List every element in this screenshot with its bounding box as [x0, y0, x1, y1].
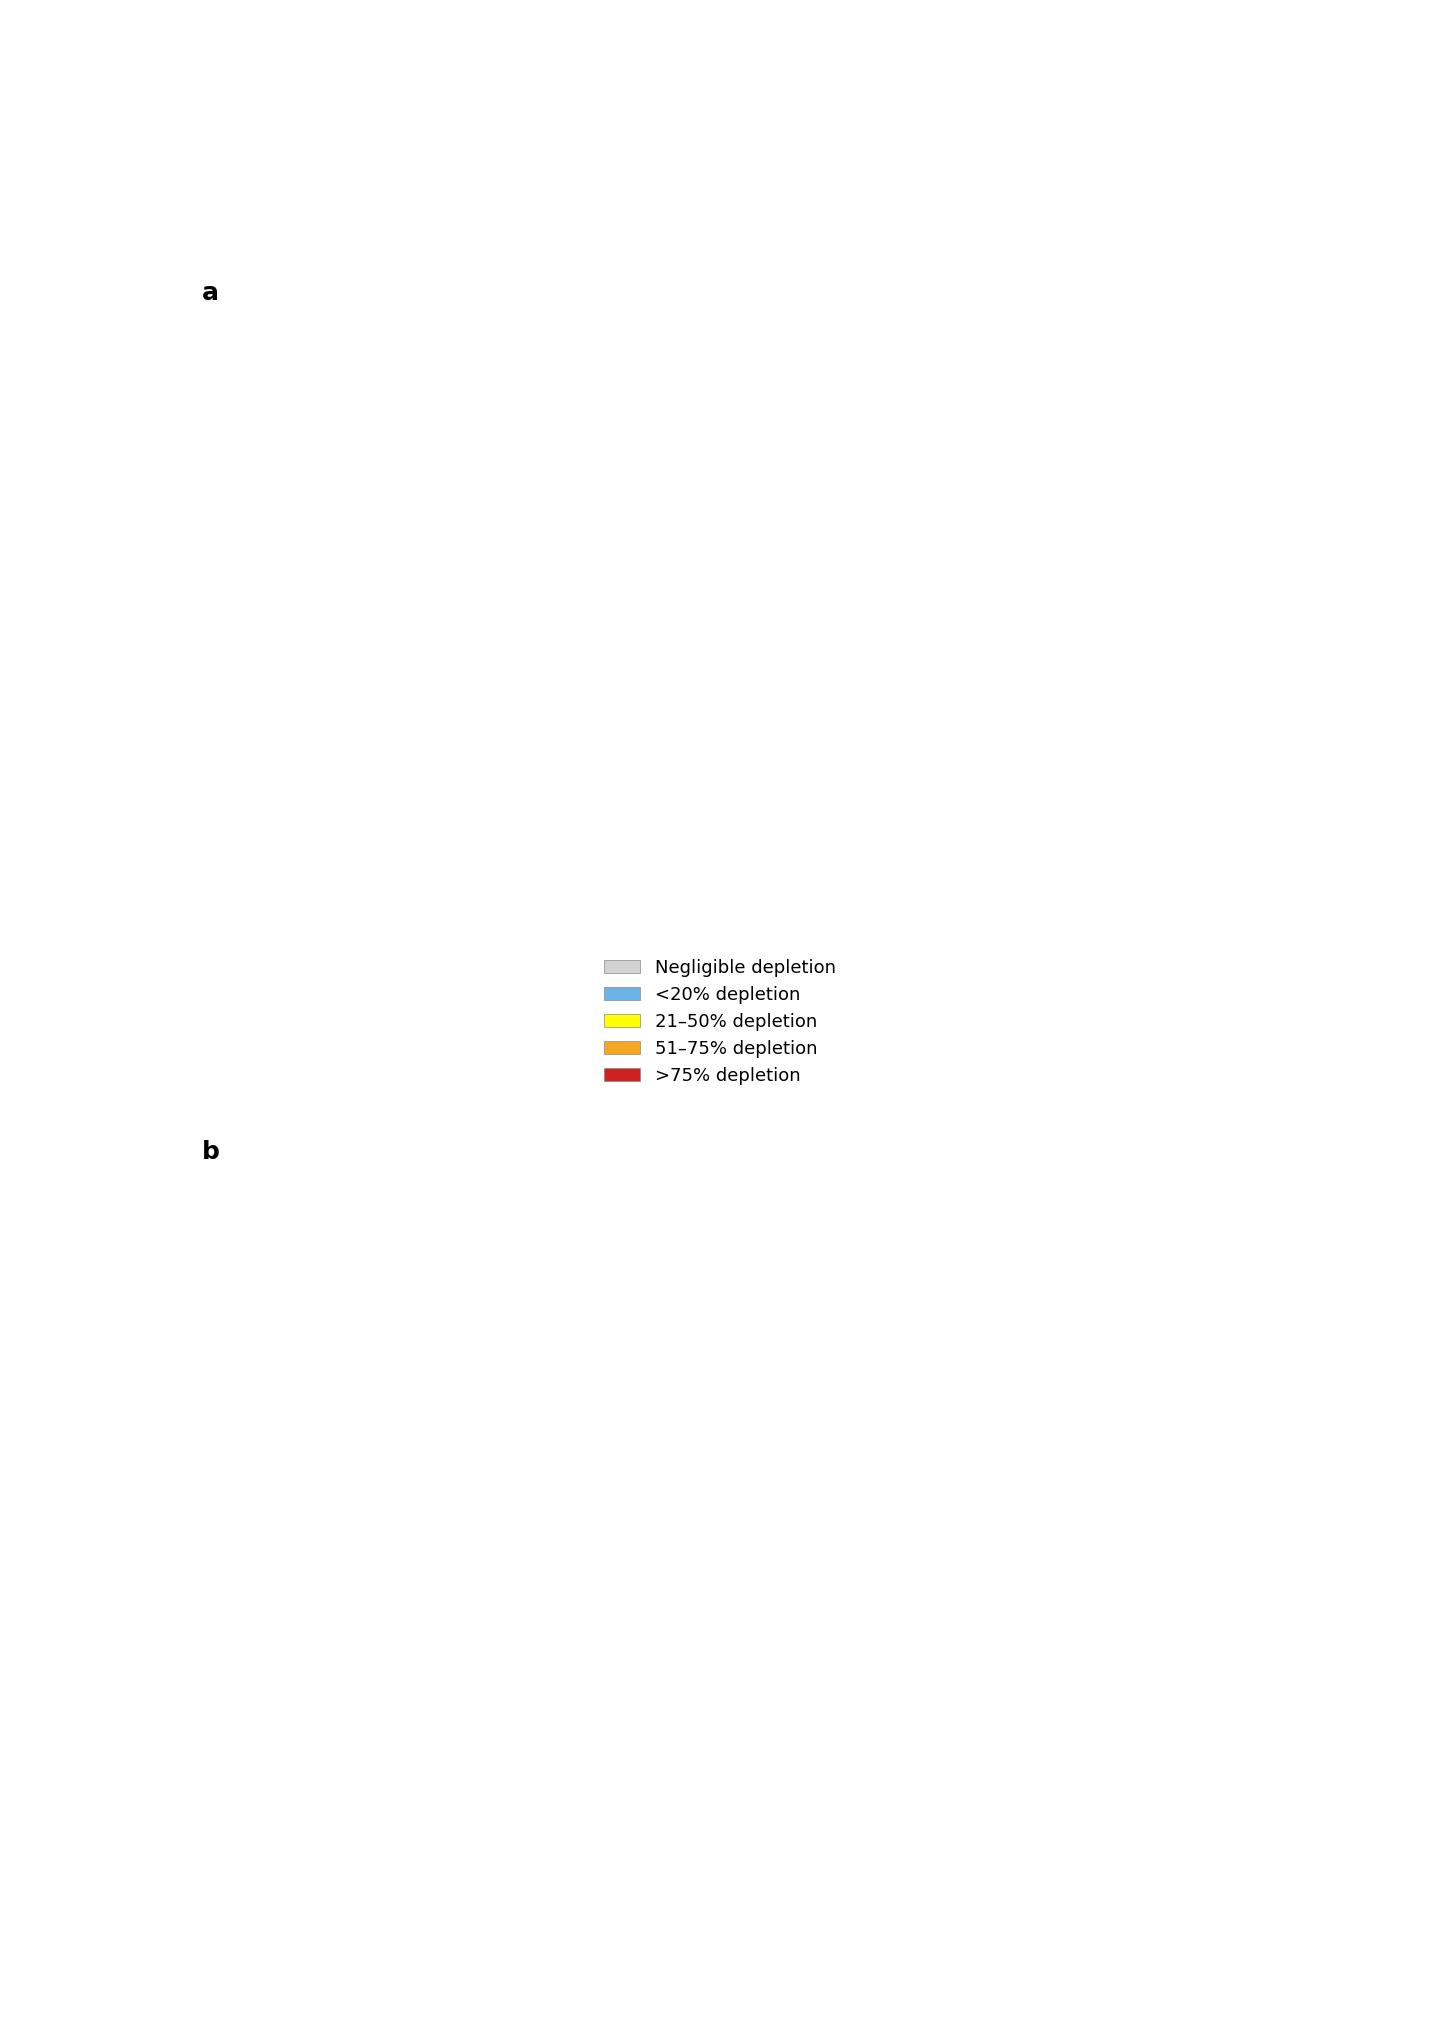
Text: a: a [202, 280, 219, 305]
Legend: Negligible depletion, <20% depletion, 21–50% depletion, 51–75% depletion, >75% d: Negligible depletion, <20% depletion, 21… [598, 953, 842, 1091]
Text: b: b [202, 1139, 220, 1163]
